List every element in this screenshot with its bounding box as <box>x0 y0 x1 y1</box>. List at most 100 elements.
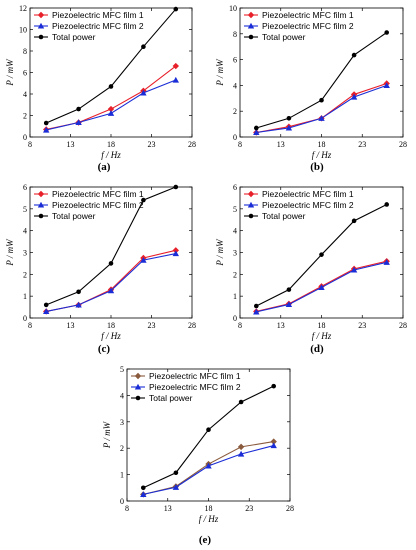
x-tick-label: 28 <box>399 321 407 330</box>
y-tick-label: 5 <box>120 365 124 374</box>
data-point <box>319 252 324 257</box>
legend-label: Total power <box>52 32 96 42</box>
y-tick-label: 1 <box>120 471 124 480</box>
data-point <box>253 303 259 309</box>
y-tick-label: 5 <box>23 205 27 214</box>
data-point <box>76 289 81 295</box>
y-tick-label: 4 <box>233 227 237 236</box>
data-point <box>172 76 179 83</box>
data-point <box>205 462 212 469</box>
legend-marker <box>37 22 45 29</box>
legend-marker <box>247 11 255 19</box>
data-point <box>318 115 325 121</box>
y-tick-label: 3 <box>23 249 27 258</box>
data-point <box>384 202 390 207</box>
x-tick-label: 13 <box>67 321 75 330</box>
data-point <box>383 259 390 265</box>
data-point <box>108 84 114 89</box>
legend-marker <box>38 34 44 40</box>
data-point <box>43 308 50 315</box>
legend-label: Piezoelectric MFC film 2 <box>149 382 241 392</box>
data-point <box>271 383 277 389</box>
legend-label: Piezoelectric MFC film 1 <box>52 10 144 20</box>
legend-marker <box>247 22 255 29</box>
data-point <box>107 105 115 113</box>
y-tick-label: 4 <box>120 391 124 400</box>
x-tick-label: 18 <box>107 140 115 149</box>
y-axis-label: P / mW <box>5 238 15 267</box>
data-point <box>350 93 358 100</box>
data-point <box>75 301 82 308</box>
y-tick-label: 2 <box>23 112 27 121</box>
y-tick-label: 0 <box>233 314 237 323</box>
y-tick-label: 4 <box>23 227 27 236</box>
x-tick-label: 8 <box>125 504 129 513</box>
x-tick-label: 28 <box>399 140 407 149</box>
data-point <box>141 485 146 491</box>
y-tick-label: 0 <box>23 314 27 323</box>
data-point <box>383 82 390 88</box>
panel-label: (b) <box>310 161 324 173</box>
y-axis-label: P / mW <box>215 58 225 87</box>
data-point <box>351 218 357 224</box>
x-tick-label: 8 <box>238 140 242 149</box>
legend-marker <box>248 34 254 40</box>
x-tick-label: 28 <box>188 140 196 149</box>
legend-marker <box>248 213 254 219</box>
series-line <box>256 84 387 134</box>
legend-label: Piezoelectric MFC film 2 <box>52 200 144 210</box>
plot-area <box>43 184 179 315</box>
data-point <box>172 247 179 254</box>
legend-marker <box>37 190 45 198</box>
legend-label: Piezoelectric MFC film 1 <box>262 10 354 20</box>
y-tick-label: 6 <box>23 69 27 78</box>
y-tick-label: 2 <box>233 107 237 116</box>
y-tick-label: 1 <box>233 292 237 301</box>
data-point <box>141 197 146 203</box>
legend-label: Total power <box>262 32 306 42</box>
series-line <box>256 82 387 134</box>
data-point <box>140 89 147 96</box>
series-line <box>46 65 177 131</box>
data-point <box>285 301 293 308</box>
data-point <box>43 120 49 126</box>
data-point <box>173 184 179 190</box>
series-line <box>143 445 274 495</box>
x-tick-label: 23 <box>245 504 253 513</box>
panel-label: (c) <box>98 343 111 355</box>
legend-marker <box>247 201 255 208</box>
legend-label: Piezoelectric MFC film 1 <box>149 371 241 381</box>
plot-area <box>140 383 277 498</box>
plot-area <box>43 6 179 133</box>
data-point <box>319 97 324 103</box>
y-tick-label: 5 <box>233 205 237 214</box>
x-tick-label: 18 <box>205 504 213 513</box>
legend-label: Total power <box>149 393 193 403</box>
legend-label: Total power <box>52 211 96 221</box>
y-tick-label: 6 <box>23 183 27 192</box>
chart-panel: 8 13 18 23 28 0 2 4 6 8 10 12 f / Hz P / mW Piezoelect… <box>5 4 196 173</box>
x-axis-label: f / Hz <box>312 331 332 341</box>
data-point <box>141 44 146 49</box>
legend-label: Total power <box>262 211 306 221</box>
y-tick-label: 0 <box>233 133 237 142</box>
panel-label: (e) <box>199 534 212 546</box>
data-point <box>43 126 50 133</box>
data-point <box>286 115 292 121</box>
x-tick-label: 18 <box>318 140 326 149</box>
plot-area <box>253 202 390 315</box>
y-tick-label: 3 <box>120 418 124 427</box>
x-tick-label: 13 <box>67 140 75 149</box>
data-point <box>43 302 49 308</box>
x-axis-label: f / Hz <box>199 514 219 524</box>
data-point <box>76 106 81 112</box>
legend-marker <box>134 372 142 380</box>
data-point <box>270 442 277 449</box>
y-tick-label: 3 <box>233 249 237 258</box>
data-point <box>350 266 358 273</box>
